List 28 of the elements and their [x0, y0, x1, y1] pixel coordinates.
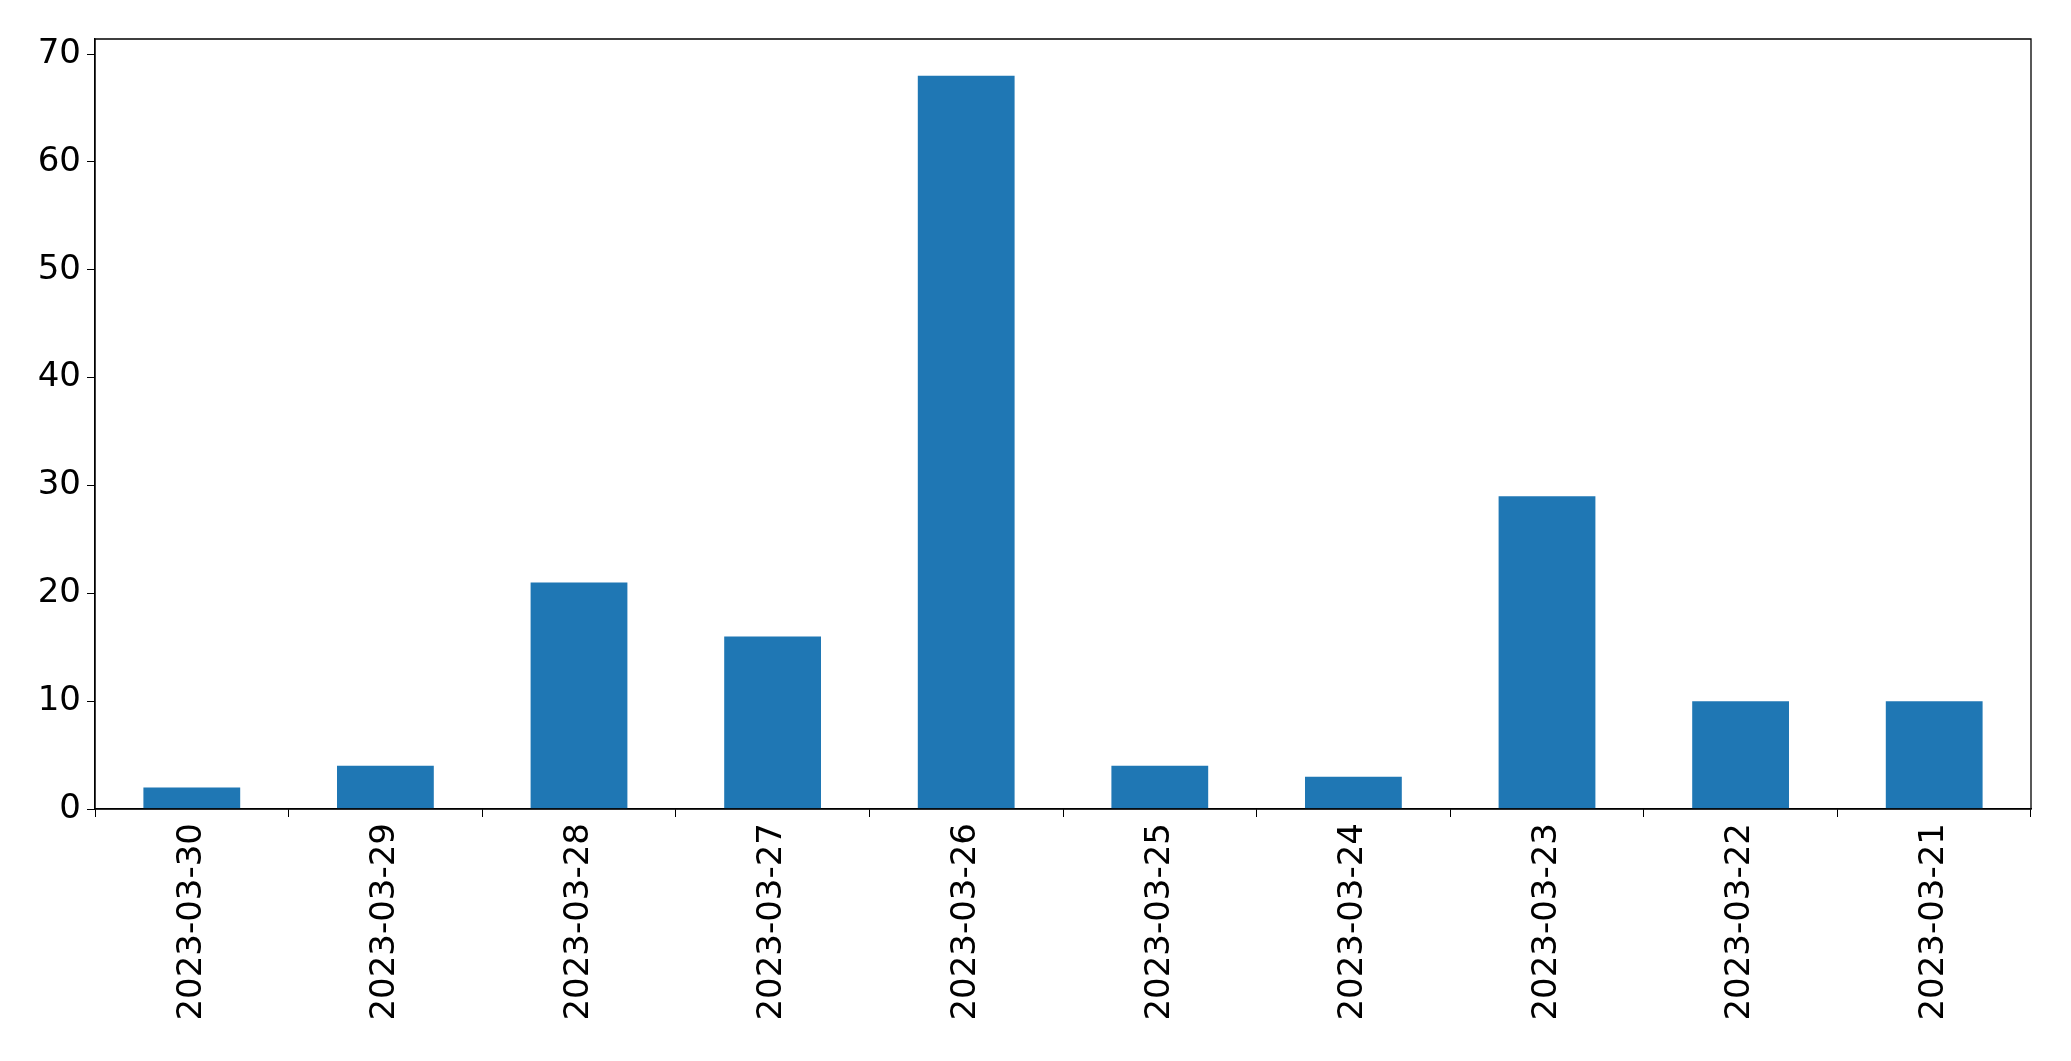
x-tick-label: 2023-03-29 — [362, 823, 403, 1021]
x-tick-label: 2023-03-28 — [555, 823, 596, 1021]
x-tick-label: 2023-03-22 — [1717, 823, 1758, 1021]
y-tick-label: 40 — [37, 354, 81, 395]
bar — [337, 765, 434, 809]
bar — [1111, 765, 1209, 809]
bar — [530, 582, 628, 809]
x-tick-label: 2023-03-24 — [1330, 823, 1371, 1021]
x-tick-label: 2023-03-21 — [1911, 823, 1952, 1021]
bar — [917, 75, 1015, 809]
y-tick-label: 30 — [37, 462, 81, 503]
x-tick-label: 2023-03-30 — [168, 823, 209, 1021]
x-tick-label: 2023-03-23 — [1523, 823, 1564, 1021]
bar — [1305, 776, 1402, 809]
y-tick-label: 70 — [37, 30, 81, 71]
bar — [724, 636, 821, 809]
bar — [1885, 701, 1983, 809]
x-tick-label: 2023-03-25 — [1136, 823, 1177, 1021]
x-tick-label: 2023-03-27 — [749, 823, 790, 1021]
bar — [1692, 701, 1789, 809]
y-tick-label: 50 — [37, 246, 81, 287]
x-tick-label: 2023-03-26 — [943, 823, 984, 1021]
y-tick-label: 60 — [37, 138, 81, 179]
bar — [1498, 496, 1596, 809]
y-tick-label: 20 — [37, 570, 81, 611]
bar — [143, 787, 241, 809]
y-tick-label: 10 — [37, 677, 81, 718]
y-tick-label: 0 — [59, 785, 81, 826]
